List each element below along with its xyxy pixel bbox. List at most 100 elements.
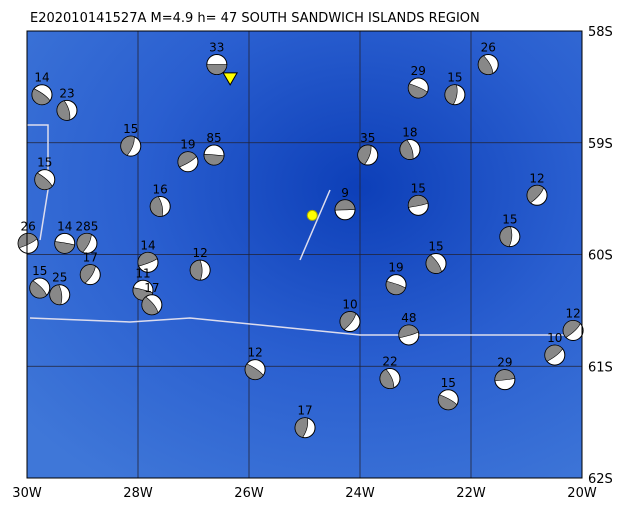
depth-label: 26 (481, 41, 496, 55)
compression-quadrant (398, 324, 419, 339)
focal-mechanism: 12 (526, 171, 548, 206)
compression-quadrant (137, 252, 158, 267)
focal-mechanism: 35 (357, 131, 379, 166)
compression-quadrant (29, 280, 47, 299)
depth-label: 15 (123, 122, 138, 136)
compression-quadrant (499, 226, 513, 247)
compression-quadrant (54, 241, 75, 254)
depth-label: 35 (360, 131, 375, 145)
focal-mechanism: 17 (79, 251, 101, 286)
depth-label: 15 (428, 239, 443, 253)
lat-tick-label: 59S (588, 137, 613, 152)
plate-boundary (299, 189, 331, 261)
compression-quadrant (56, 100, 71, 121)
focal-mechanism: 26 (17, 219, 39, 254)
depth-label: 14 (140, 238, 155, 252)
compression-quadrant (189, 259, 203, 281)
compression-quadrant (339, 311, 357, 331)
depth-label: 19 (180, 138, 195, 152)
focal-mechanism: 9 (334, 186, 356, 221)
focal-mechanism: 285 (75, 219, 98, 254)
depth-label: 18 (402, 125, 417, 139)
depth-label: 285 (75, 219, 98, 233)
focal-mechanism: 15 (120, 122, 142, 157)
compression-quadrant (357, 144, 372, 165)
focal-mechanism: 10 (339, 298, 361, 333)
depth-label: 85 (206, 131, 221, 145)
depth-label: 15 (502, 213, 517, 227)
depth-label: 15 (32, 264, 47, 278)
plate-boundary (27, 124, 49, 241)
focal-mechanism: 10 (544, 331, 566, 366)
compression-quadrant (425, 254, 442, 274)
focal-mechanism: 16 (149, 182, 171, 217)
compression-quadrant (408, 83, 428, 99)
focal-mechanism: 19 (385, 261, 407, 296)
lat-tick-label: 60S (588, 249, 613, 264)
compression-quadrant (17, 233, 38, 249)
compression-quadrant (31, 88, 51, 105)
lon-tick-label: 30W (12, 486, 42, 501)
compression-quadrant (294, 417, 309, 438)
compression-quadrant (562, 320, 581, 338)
compression-quadrant (244, 363, 264, 380)
focal-mechanism: 25 (49, 271, 71, 306)
lat-tick-label: 58S (588, 25, 613, 40)
depth-label: 15 (37, 156, 52, 170)
focal-mechanism: 12 (562, 306, 584, 341)
compression-quadrant (49, 284, 63, 305)
focal-mechanism: 12 (244, 346, 266, 381)
focal-mechanism: 14 (137, 238, 159, 273)
focal-mechanism: 14 (54, 219, 76, 254)
compression-quadrant (76, 233, 92, 253)
focal-mechanism: 19 (177, 138, 199, 173)
compression-quadrant (120, 135, 135, 156)
depth-label: 16 (153, 182, 168, 196)
lon-tick-label: 20W (567, 486, 597, 501)
compression-quadrant (141, 296, 159, 316)
focal-mechanism: 17 (294, 404, 316, 439)
lat-tick-label: 62S (588, 472, 613, 487)
compression-quadrant (477, 55, 494, 75)
depth-label: 29 (497, 356, 512, 370)
compression-quadrant (437, 394, 458, 411)
focal-mechanism: 23 (56, 86, 78, 121)
depth-label: 15 (411, 181, 426, 195)
depth-label: 14 (34, 71, 49, 85)
focal-mechanism: 15 (499, 213, 521, 248)
station (222, 72, 239, 86)
depth-label: 15 (447, 71, 462, 85)
focal-mechanism: 48 (398, 311, 420, 346)
depth-label: 17 (297, 404, 312, 418)
focal-mechanism: 14 (31, 71, 53, 106)
focal-mechanism: 15 (437, 376, 459, 411)
depth-label: 17 (144, 281, 159, 295)
compression-quadrant (385, 280, 406, 295)
map-title: E202010141527A M=4.9 h= 47 SOUTH SANDWIC… (30, 11, 480, 26)
focal-mechanism: 15 (29, 264, 51, 299)
depth-label: 33 (209, 41, 224, 55)
compression-quadrant (544, 344, 563, 362)
depth-label: 12 (529, 171, 544, 185)
depth-label: 11 (135, 266, 150, 280)
lon-tick-label: 24W (345, 486, 375, 501)
compression-quadrant (79, 264, 96, 284)
focal-mechanism: 17 (141, 281, 163, 316)
compression-quadrant (444, 84, 458, 105)
depth-label: 23 (59, 86, 74, 100)
depth-label: 22 (382, 355, 397, 369)
epicenter (306, 209, 318, 221)
lat-tick-label: 61S (588, 360, 613, 375)
compression-quadrant (206, 64, 228, 75)
focal-mechanism: 12 (189, 246, 211, 281)
depth-label: 9 (341, 186, 349, 200)
compression-quadrant (399, 139, 414, 160)
depth-label: 26 (20, 219, 35, 233)
focal-mechanism: 15 (425, 239, 447, 274)
depth-label: 10 (342, 298, 357, 312)
focal-mechanism: 33 (206, 41, 228, 76)
focal-mechanism: 29 (407, 64, 429, 99)
depth-label: 12 (247, 346, 262, 360)
